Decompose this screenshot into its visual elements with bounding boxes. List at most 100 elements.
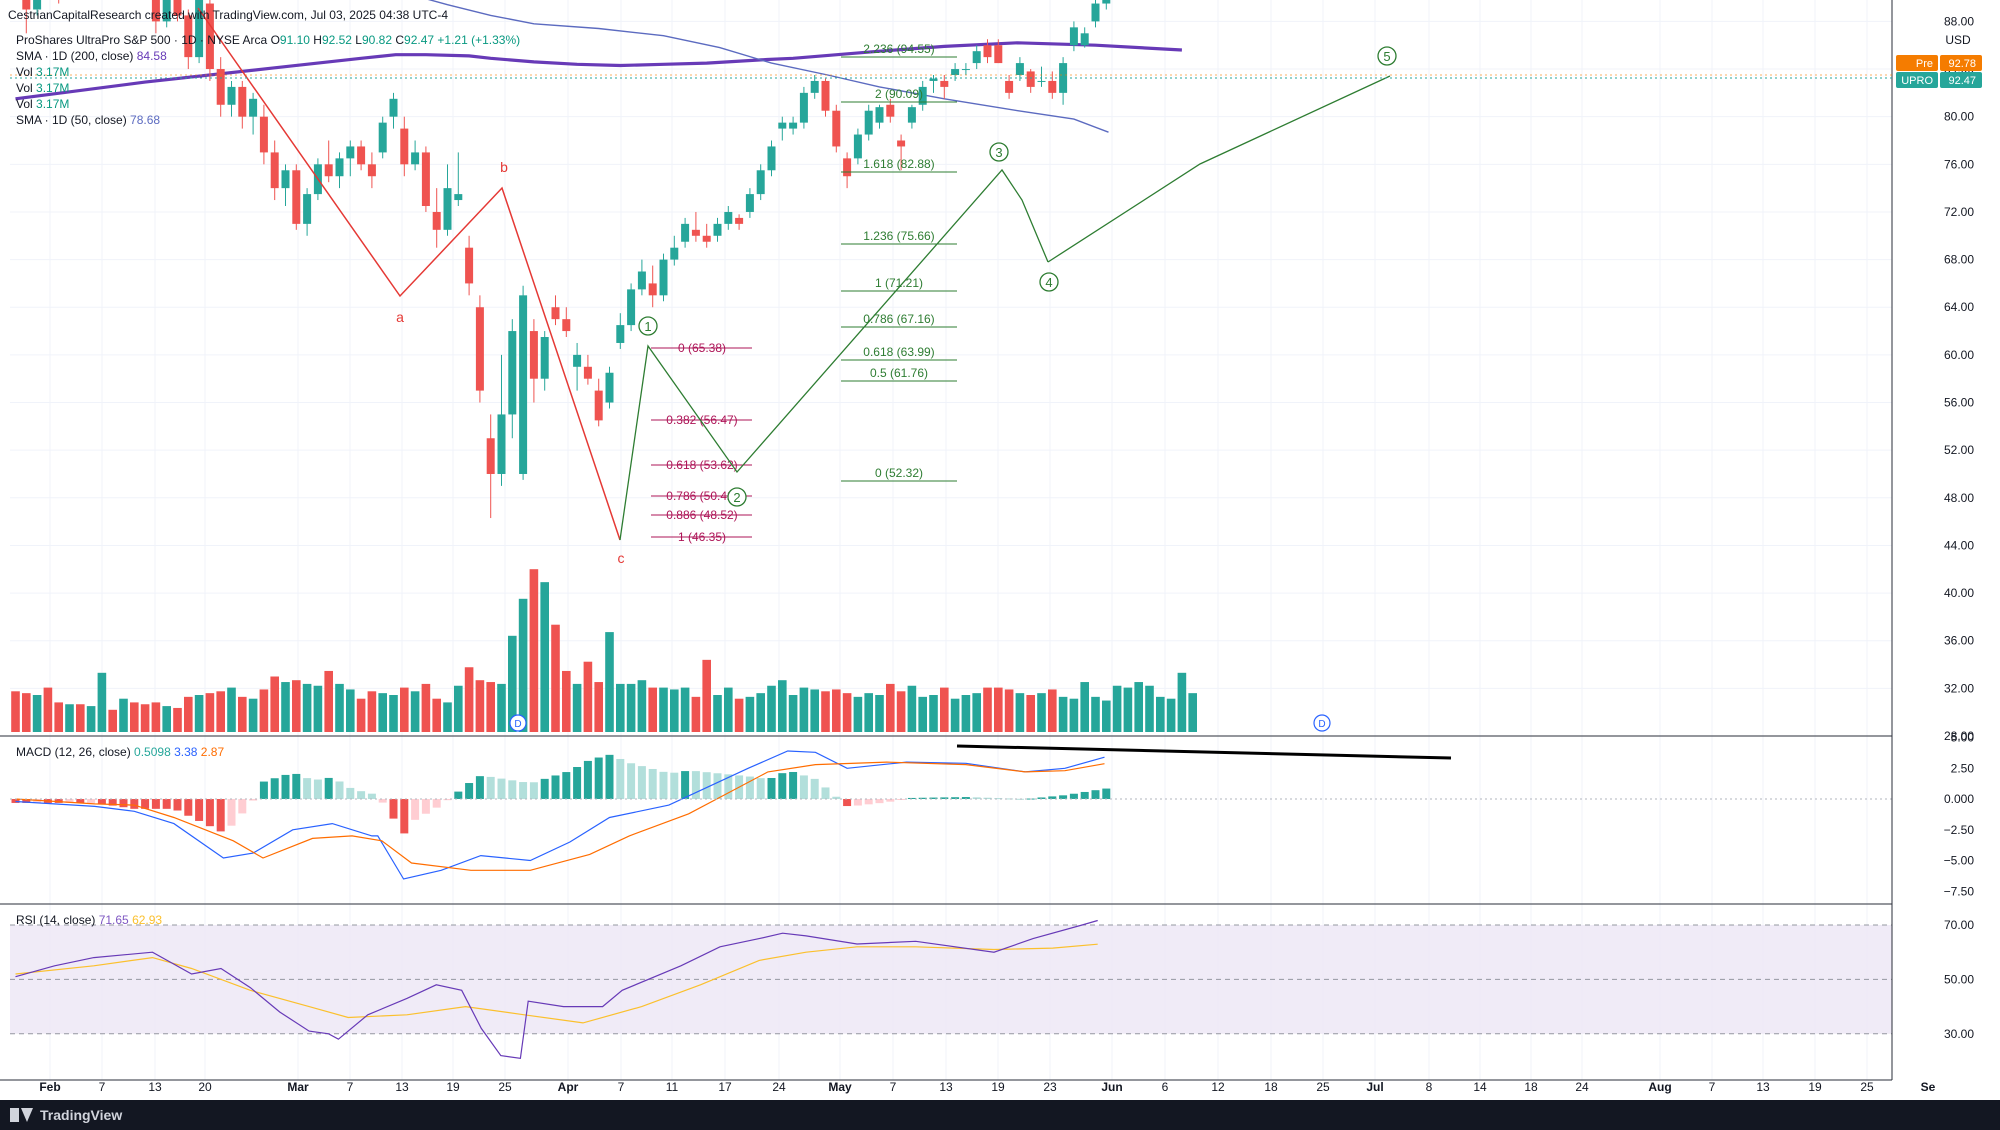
ohlc-key: H <box>310 33 322 47</box>
macd-histogram-bar <box>1091 790 1100 799</box>
macd-histogram-bar <box>76 799 85 803</box>
candle-body <box>605 372 614 403</box>
candle-body <box>411 152 420 165</box>
candle-body <box>735 217 744 224</box>
ohlc-key: L <box>352 33 362 47</box>
macd-divergence-trendline <box>956 744 1452 760</box>
candle-body <box>1048 80 1057 93</box>
candle-body <box>573 354 582 367</box>
fib-upper-label: 0.618 (63.99) <box>863 345 934 359</box>
macd-histogram-bar <box>551 775 560 799</box>
macd-histogram-bar <box>184 799 193 816</box>
candle-body <box>421 152 430 207</box>
fib-lower-label: 1 (46.35) <box>678 530 726 544</box>
macd-histogram-bar <box>583 760 592 799</box>
macd-histogram-bar <box>421 799 430 814</box>
macd-histogram-bar <box>605 754 614 799</box>
price-tick-label: 60.00 <box>1944 348 1974 362</box>
volume-bar <box>432 698 441 732</box>
macd-histogram-bar <box>724 774 733 799</box>
macd-histogram-bar <box>97 799 106 804</box>
fib-lower-label: 0.786 (50.42) <box>666 489 737 503</box>
candle-body <box>540 337 549 379</box>
macd-histogram-bar <box>789 771 798 799</box>
time-tick-label: 14 <box>1473 1080 1487 1094</box>
candle-body <box>335 158 344 177</box>
dividend-marker-label: D <box>1318 719 1325 730</box>
volume-bar <box>724 687 733 732</box>
wave-label-4: 4 <box>1045 275 1052 290</box>
macd-histogram-bar <box>33 799 42 803</box>
macd-histogram-bar <box>745 776 754 799</box>
candle-body <box>162 0 171 22</box>
wave-circle-4 <box>1039 272 1059 292</box>
volume-bar <box>1112 685 1122 732</box>
volume-bar <box>205 693 215 732</box>
macd-histogram-bar <box>875 799 884 804</box>
ohlc-value: 92.52 <box>322 33 352 47</box>
candle-body <box>519 295 528 474</box>
candle-body <box>529 331 538 379</box>
volume-bar <box>389 695 398 732</box>
time-tick-label: 7 <box>1709 1080 1716 1094</box>
macd-histogram-bar <box>983 797 992 799</box>
candle-body <box>1037 80 1046 82</box>
rsi-value: 62.93 <box>132 913 162 927</box>
macd-histogram-bar <box>1080 791 1089 799</box>
price-tick-label: 44.00 <box>1944 538 1974 552</box>
macd-histogram-bar <box>821 787 830 799</box>
macd-tick-label: −7.50 <box>1944 884 1975 898</box>
volume-bar <box>238 696 247 732</box>
time-tick-label: 11 <box>666 1080 679 1094</box>
candle-body <box>195 0 204 58</box>
candle-body <box>821 80 830 111</box>
volume-bar <box>799 687 809 732</box>
volume-bar <box>11 691 20 732</box>
time-tick-label: 13 <box>148 1080 162 1094</box>
volume-legend: Vol 3.17M <box>16 81 69 95</box>
candle-body <box>475 307 484 391</box>
time-tick-label: 25 <box>1316 1080 1330 1094</box>
candle-body <box>929 78 938 81</box>
rsi-line <box>15 919 1098 1059</box>
candle-body <box>670 247 679 260</box>
macd-histogram-bar <box>562 772 571 799</box>
volume-bar <box>864 693 873 732</box>
fib-upper-label: 1.618 (82.88) <box>863 157 934 171</box>
wave-label-2: 2 <box>733 490 740 505</box>
candle-body <box>1069 27 1078 46</box>
macd-histogram-bar <box>778 773 787 799</box>
volume-bar <box>605 632 614 732</box>
volume-bar <box>508 635 517 732</box>
volume-bar <box>1091 696 1100 732</box>
fib-upper-label: 0 (52.32) <box>875 466 923 480</box>
candle-body <box>1015 63 1024 75</box>
volume-bar <box>950 698 960 732</box>
volume-bar <box>270 676 279 732</box>
macd-histogram-bar <box>357 791 366 799</box>
volume-bar <box>194 695 204 732</box>
wave-label-b: b <box>500 159 508 175</box>
macd-histogram-bar <box>713 773 722 799</box>
price-tick-label: 48.00 <box>1944 491 1974 505</box>
candle-body <box>778 122 787 129</box>
macd-histogram-bar <box>918 797 927 799</box>
wave-label-c: c <box>618 550 625 566</box>
time-tick-label: May <box>828 1080 852 1094</box>
candle-body <box>583 366 592 379</box>
price-tick-label: 76.00 <box>1944 157 1974 171</box>
candle-body <box>270 152 279 189</box>
macd-histogram-bar <box>195 799 204 821</box>
price-tick-label: 80.00 <box>1944 110 1974 124</box>
volume-bar <box>130 702 139 732</box>
macd-histogram-bar <box>130 799 139 809</box>
badge-label: Pre <box>1916 58 1933 70</box>
currency-label: USD <box>1945 33 1971 47</box>
volume-bar <box>486 682 495 732</box>
candle-body <box>259 116 268 153</box>
macd-histogram-bar <box>1005 798 1014 800</box>
volume-bar <box>702 659 711 732</box>
macd-histogram-bar <box>465 783 474 799</box>
volume-bar <box>356 698 366 732</box>
macd-tick-label: 0.000 <box>1944 792 1974 806</box>
